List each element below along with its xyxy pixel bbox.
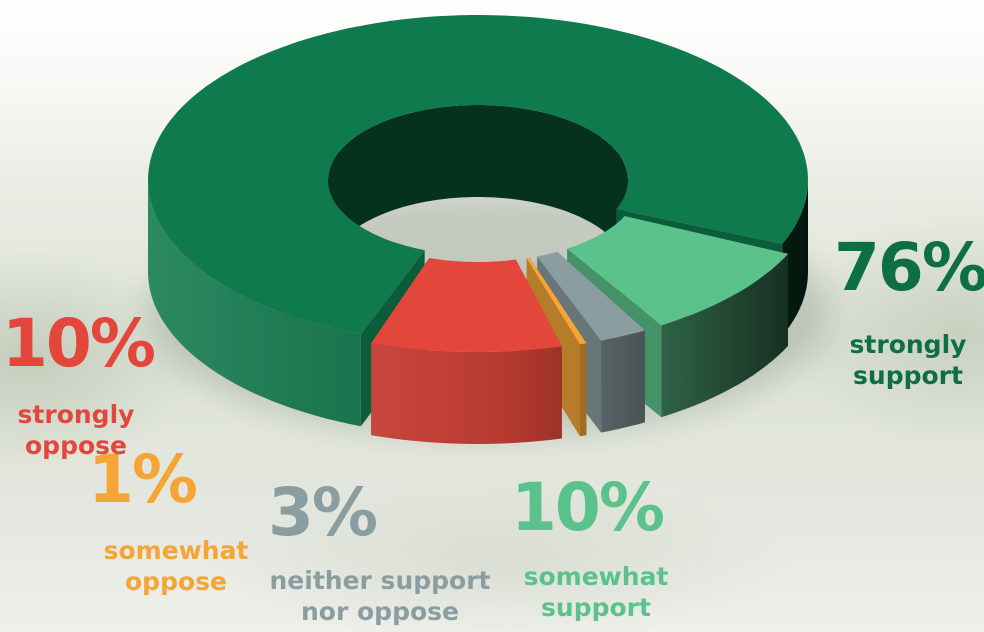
slice-outer-wall [601,330,645,433]
pct-label-somewhat-oppose: 1% [88,441,197,518]
desc-label-neither-support-nor-oppose: neither support nor oppose [270,566,491,626]
slice-top [567,216,788,326]
slice-top [537,251,645,341]
pct-label-strongly-oppose: 10% [2,305,155,382]
pct-label-strongly-support: 76% [834,229,984,306]
desc-label-strongly-oppose: strongly oppose [18,400,135,460]
slice-strongly-oppose [371,258,562,444]
pct-label-neither-support-nor-oppose: 3% [268,474,377,551]
slice-inner-wall [328,105,628,272]
slice-outer-wall [371,343,562,444]
desc-label-somewhat-support: somewhat support [524,562,669,622]
slice-outer-wall [782,180,808,336]
slice-outer-wall [661,253,788,418]
slice-top [148,15,808,335]
slice-outer-wall [148,180,361,427]
slice-strongly-support [148,15,808,427]
slice-top [526,257,587,345]
pct-label-somewhat-support: 10% [511,469,664,546]
desc-label-somewhat-oppose: somewhat oppose [104,536,249,596]
slice-outer-wall [579,343,587,437]
slice-top [371,258,562,352]
desc-label-strongly-support: strongly support [850,330,967,390]
